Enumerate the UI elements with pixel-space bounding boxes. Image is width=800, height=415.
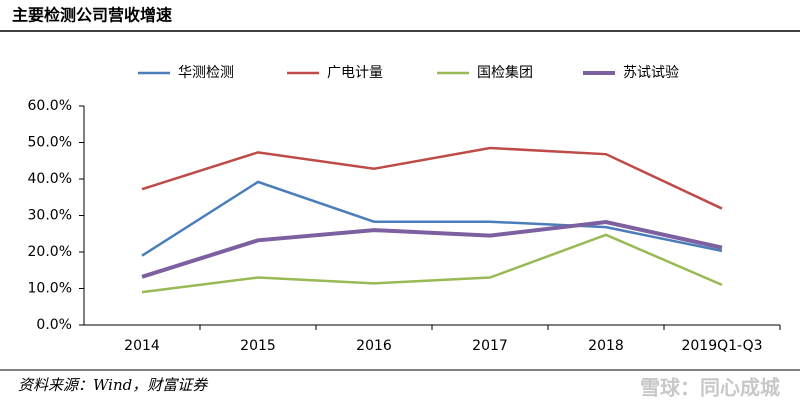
- y-tick-label: 30.0%: [28, 208, 72, 224]
- legend-label: 华测检测: [178, 65, 234, 81]
- y-tick-label: 60.0%: [28, 98, 72, 114]
- x-tick-label: 2017: [472, 338, 508, 354]
- watermark: 雪球：同心成城: [640, 376, 780, 400]
- x-tick-label: 2019Q1-Q3: [681, 338, 762, 354]
- series-line: [141, 233, 723, 294]
- x-tick-label: 2014: [124, 338, 160, 354]
- y-tick-label: 10.0%: [28, 281, 72, 297]
- series-line: [141, 180, 723, 257]
- y-tick-label: 0.0%: [36, 317, 72, 333]
- y-tick-label: 50.0%: [28, 135, 72, 151]
- series-line: [141, 220, 723, 279]
- x-tick-label: 2018: [588, 338, 624, 354]
- series-line: [141, 146, 723, 210]
- y-tick-label: 20.0%: [28, 244, 72, 260]
- legend-label: 广电计量: [327, 65, 383, 81]
- legend-label: 国检集团: [477, 64, 533, 81]
- y-tick-label: 40.0%: [28, 171, 72, 187]
- x-tick-label: 2016: [356, 338, 392, 354]
- legend-label: 苏试试验: [623, 65, 679, 81]
- x-tick-label: 2015: [240, 338, 276, 354]
- chart-title: 主要检测公司营收增速: [12, 6, 172, 25]
- source-note: 资料来源：Wind，财富证券: [18, 376, 208, 394]
